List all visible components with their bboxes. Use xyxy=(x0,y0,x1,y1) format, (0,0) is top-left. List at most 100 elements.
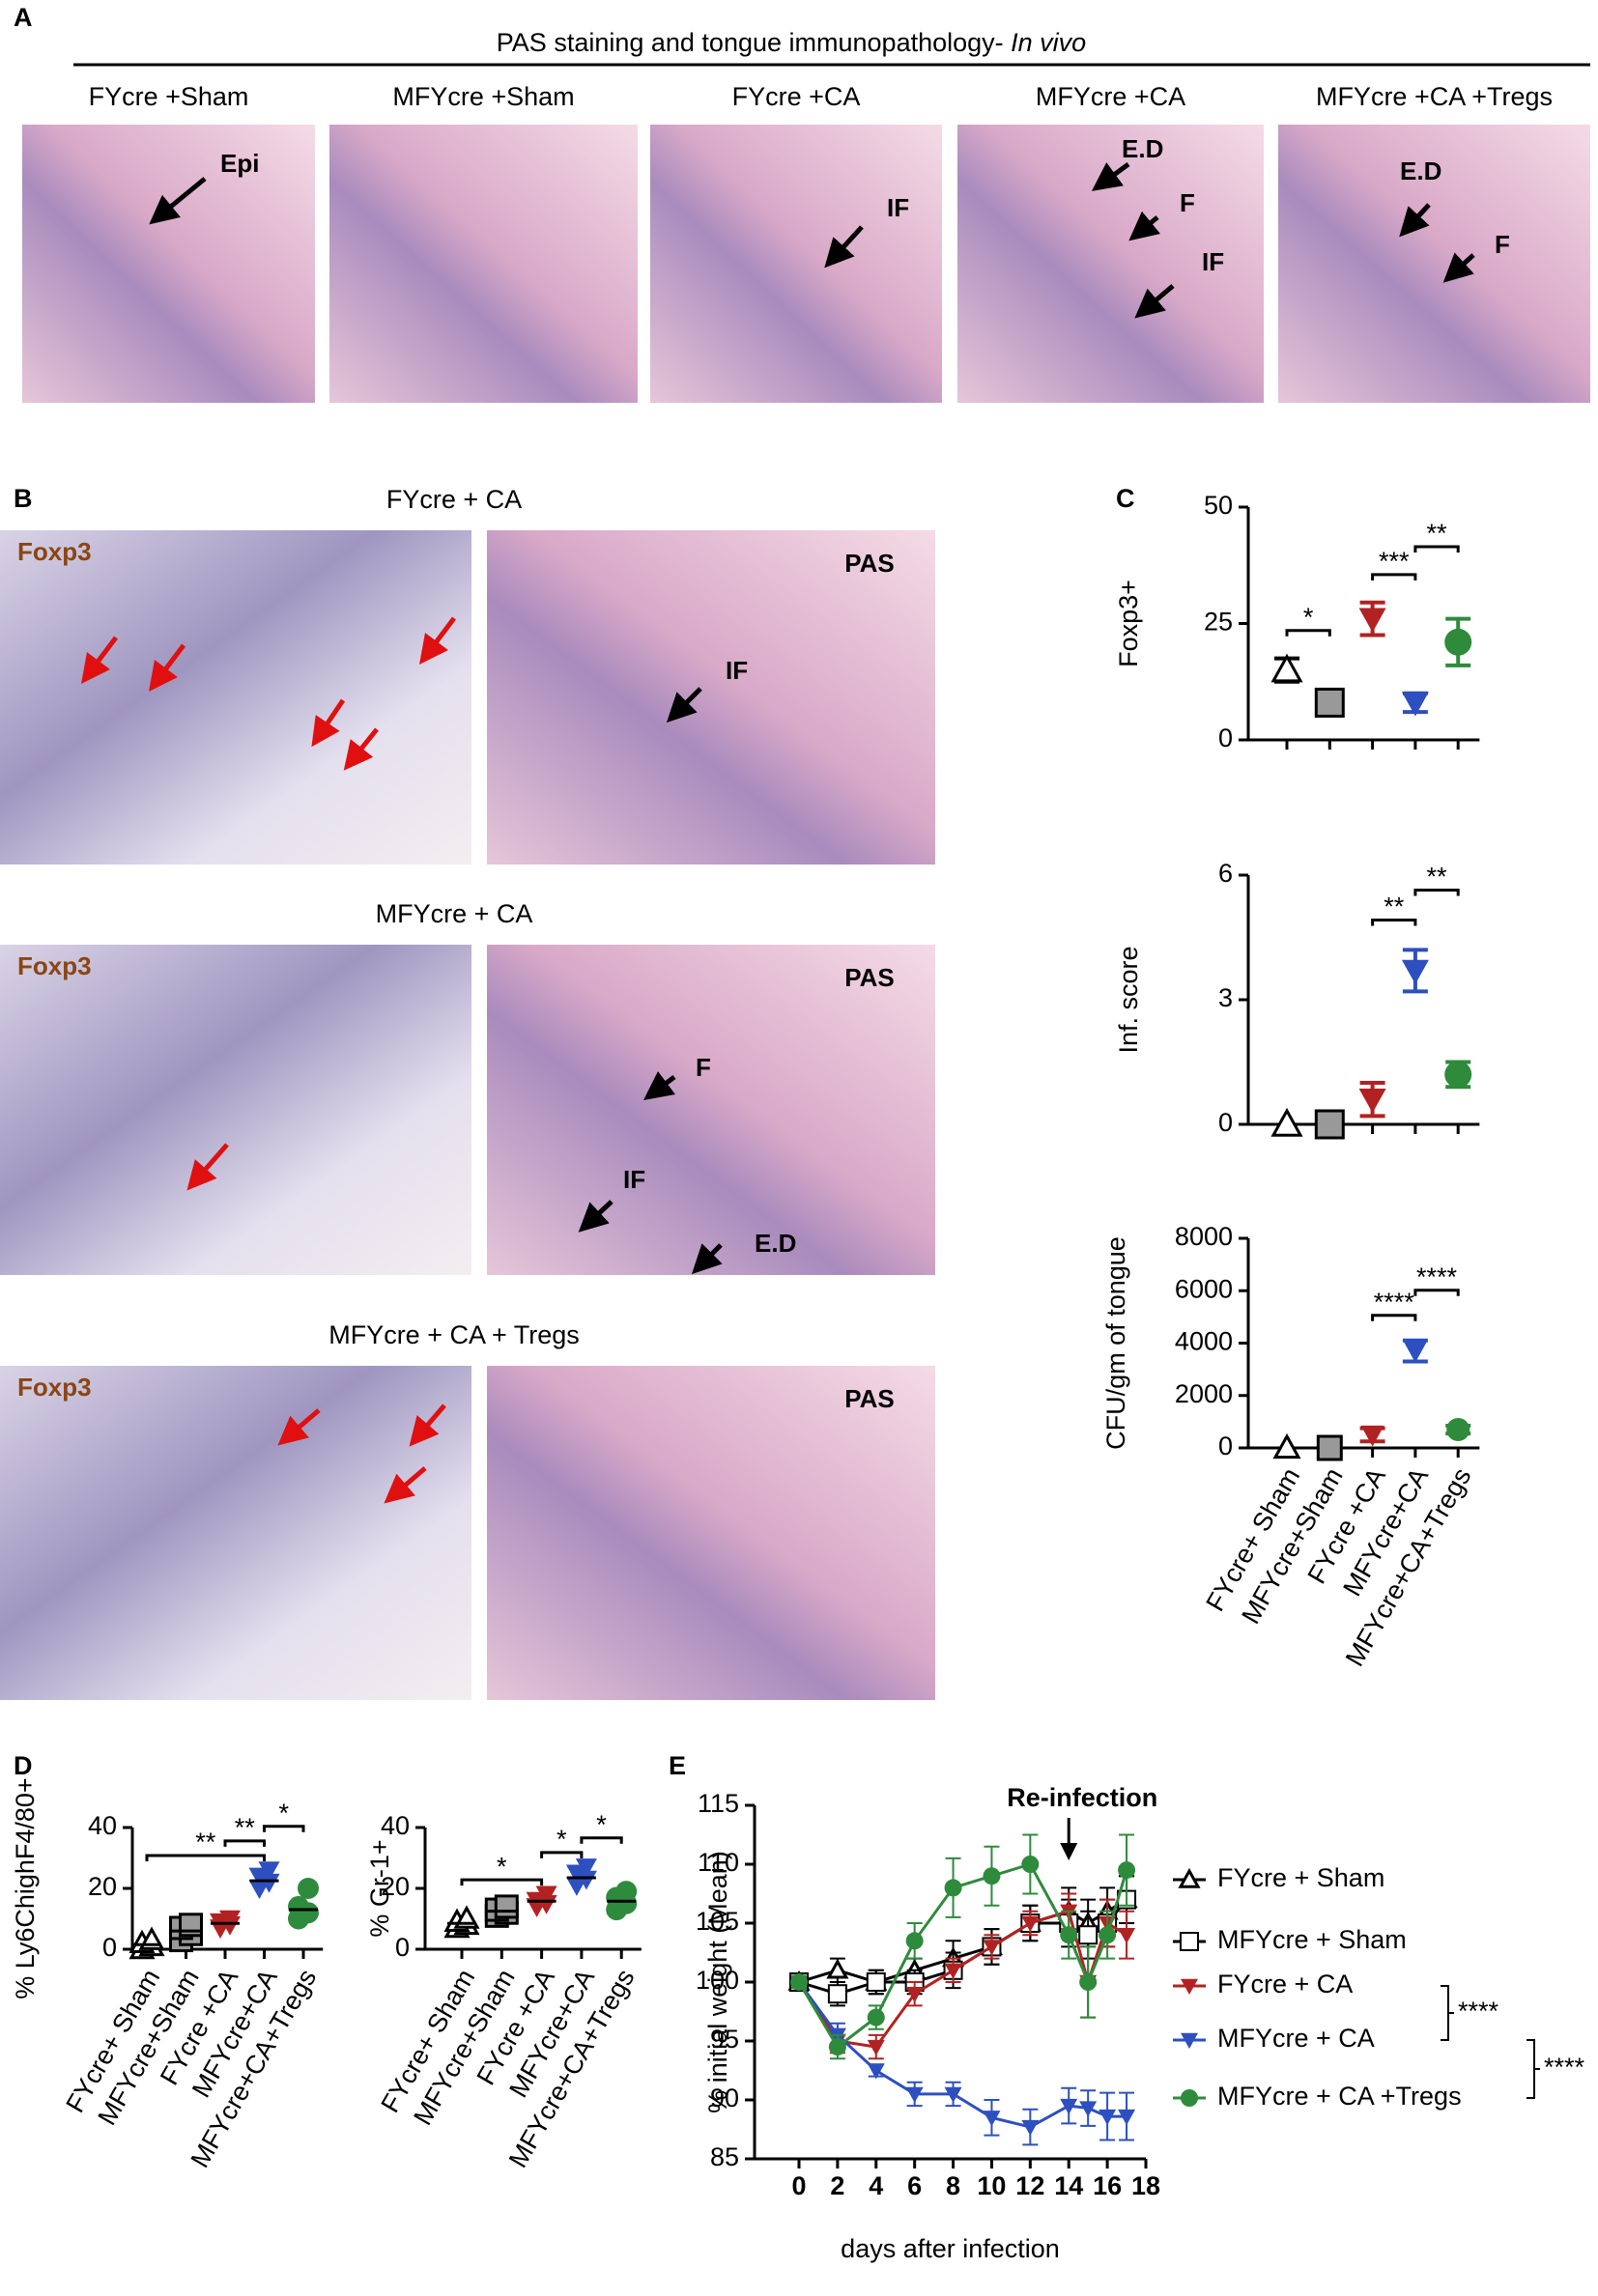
image-annotation: F xyxy=(1180,188,1195,217)
x-tick-label: 12 xyxy=(1015,2171,1044,2200)
marker xyxy=(1270,1107,1303,1137)
panel-letter: A xyxy=(14,3,33,32)
marker xyxy=(288,1895,309,1917)
panel-letter: B xyxy=(14,484,33,513)
arrow xyxy=(277,1408,321,1446)
y-tick-label: 20 xyxy=(381,1872,410,1901)
marker xyxy=(1360,1425,1384,1447)
marker xyxy=(866,1972,886,1992)
x-tick-label: 2 xyxy=(830,2171,844,2200)
image-annotation: E.D xyxy=(755,1229,796,1258)
significance-label: **** xyxy=(1458,1997,1499,2026)
arrow xyxy=(578,1200,614,1233)
image-label: MFYcre +Sham xyxy=(392,82,574,111)
marker xyxy=(867,2063,885,2080)
significance-bracket xyxy=(145,1854,266,1861)
marker xyxy=(1079,1973,1098,1991)
y-tick-label: 105 xyxy=(696,1907,739,1936)
arrow xyxy=(643,1071,676,1100)
marker xyxy=(1444,628,1472,656)
marker xyxy=(219,1910,241,1930)
image-label: FYcre +Sham xyxy=(89,82,249,111)
y-tick-label: 95 xyxy=(710,2025,739,2054)
stain-label: PAS xyxy=(844,963,895,992)
arrow xyxy=(419,616,456,665)
marker xyxy=(1401,692,1429,717)
marker xyxy=(1060,2098,1078,2115)
y-axis-label: % Ly6ChighF4/80+ xyxy=(11,1777,40,1998)
significance-bracket xyxy=(580,1836,623,1844)
y-tick-label: 100 xyxy=(696,1966,739,1995)
marker xyxy=(983,1867,1001,1885)
significance-bracket xyxy=(1441,1985,1454,2041)
marker xyxy=(615,1881,638,1903)
x-axis-label: days after infection xyxy=(841,2234,1060,2263)
micrograph xyxy=(329,125,638,403)
marker xyxy=(905,2086,924,2103)
arrow xyxy=(343,727,379,771)
pas-image xyxy=(487,1366,935,1700)
y-tick-label: 110 xyxy=(698,1848,739,1877)
panel-letter: E xyxy=(669,1751,686,1780)
image-label: MFYcre +CA +Tregs xyxy=(1316,82,1553,111)
arrow xyxy=(149,177,207,225)
image-annotation: Epi xyxy=(220,149,259,178)
arrow xyxy=(691,1243,723,1275)
marker xyxy=(905,1932,924,1950)
ihc-image xyxy=(0,1366,471,1700)
arrow xyxy=(1442,252,1475,283)
x-tick-label: 16 xyxy=(1093,2171,1122,2200)
marker xyxy=(944,1963,962,1979)
y-tick-label: 4000 xyxy=(1175,1327,1233,1356)
image-annotation: F xyxy=(1495,230,1510,259)
arrow xyxy=(311,698,346,748)
marker xyxy=(1181,2032,1198,2049)
y-tick-label: 3 xyxy=(1218,983,1233,1012)
y-tick-label: 85 xyxy=(710,2142,739,2171)
marker xyxy=(944,2086,962,2103)
y-tick-label: 40 xyxy=(381,1811,410,1840)
marker xyxy=(298,1878,319,1899)
y-tick-label: 90 xyxy=(710,2083,739,2112)
image-label: MFYcre +CA xyxy=(1036,82,1185,111)
marker xyxy=(1401,959,1429,984)
marker xyxy=(944,1879,962,1897)
marker xyxy=(1021,1856,1040,1873)
marker xyxy=(1118,1928,1136,1944)
image-label: FYcre +CA xyxy=(732,82,861,111)
marker xyxy=(983,1940,1001,1956)
x-tick-label: 14 xyxy=(1054,2171,1083,2200)
y-tick-label: 0 xyxy=(1218,723,1233,752)
stain-label: PAS xyxy=(844,1384,895,1413)
marker xyxy=(1180,1932,1199,1951)
y-tick-label: 20 xyxy=(88,1872,117,1901)
significance-label: ** xyxy=(1427,863,1448,892)
y-tick-label: 25 xyxy=(1204,608,1233,637)
annotation: Re-infection xyxy=(1007,1783,1157,1812)
significance-label: * xyxy=(278,1799,289,1828)
marker xyxy=(535,1885,557,1906)
stain-label: Foxp3 xyxy=(17,537,92,566)
image-annotation: IF xyxy=(1202,247,1224,276)
marker xyxy=(1314,1109,1345,1140)
arrow xyxy=(1399,203,1431,238)
image-annotation: IF xyxy=(623,1165,645,1194)
significance-bracket xyxy=(1413,545,1460,553)
marker xyxy=(828,2038,846,2056)
significance-label: ** xyxy=(1427,519,1448,548)
marker xyxy=(905,1987,924,2003)
y-tick-label: 0 xyxy=(395,1933,410,1962)
panel-letter: D xyxy=(14,1751,33,1780)
marker xyxy=(1079,2101,1098,2117)
marker xyxy=(1272,1432,1301,1460)
y-axis-label: CFU/gm of tongue xyxy=(1101,1236,1130,1450)
arrow xyxy=(149,643,185,692)
marker xyxy=(1099,2109,1117,2126)
micrograph xyxy=(22,125,315,403)
marker xyxy=(1060,1926,1078,1944)
row-title: MFYcre + CA xyxy=(376,899,533,928)
marker xyxy=(1444,1061,1472,1089)
significance-bracket xyxy=(1413,1289,1460,1296)
marker xyxy=(826,1958,849,1979)
arrow xyxy=(1134,284,1175,319)
